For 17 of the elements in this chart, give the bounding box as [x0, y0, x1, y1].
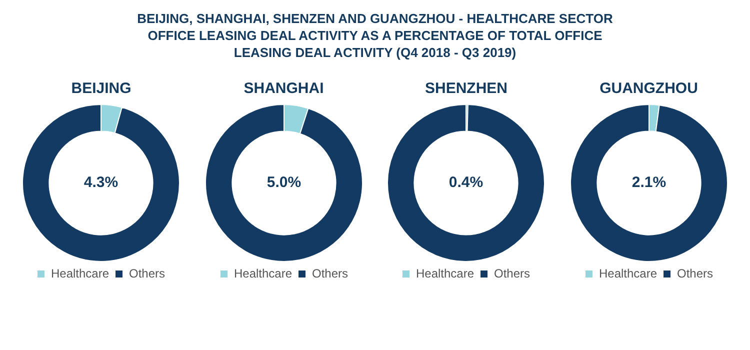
chart-title: GUANGZHOU — [598, 79, 699, 99]
legend-label: Healthcare — [51, 266, 110, 280]
legend-label: Healthcare — [234, 266, 292, 280]
text: BEIJING, SHANGHAI, SHENZEN AND GUANGZHOU - HEALTHCARE SECTOR OFFICE LEASING DEAL ACTIVITY AS A PERCENTAGE OF TOTAL OFFICE LEASING DEAL ACTIVITY (Q4 2018 - Q3 2019) — [136, 10, 614, 61]
legend-label: Others — [312, 266, 348, 280]
data-label: 5.0% — [266, 174, 301, 192]
chart-title: SHANGHAI — [242, 79, 325, 99]
data-label: 2.1% — [632, 174, 666, 192]
data-label: 4.3% — [84, 174, 118, 192]
legend-label: Healthcare — [416, 266, 475, 280]
chart-title: SHENZHEN — [424, 79, 508, 99]
legend-label: Healthcare — [598, 266, 658, 280]
legend-label: Others — [676, 266, 713, 280]
data-label: 0.4% — [449, 174, 484, 192]
legend-label: Others — [129, 266, 166, 280]
chart-title: BEIJING — [70, 79, 132, 99]
legend-label: Others — [494, 266, 530, 280]
